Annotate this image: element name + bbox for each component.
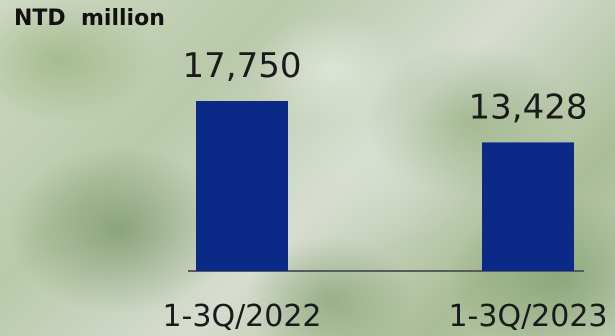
category-label-1: 1-3Q/2022	[162, 299, 321, 334]
bar-2	[482, 142, 574, 271]
value-label-2: 13,428	[469, 87, 588, 127]
value-label-1: 17,750	[183, 46, 302, 86]
unit-label: NTD million	[14, 6, 165, 31]
category-label-2: 1-3Q/2023	[448, 299, 607, 334]
bar-1	[196, 101, 288, 271]
